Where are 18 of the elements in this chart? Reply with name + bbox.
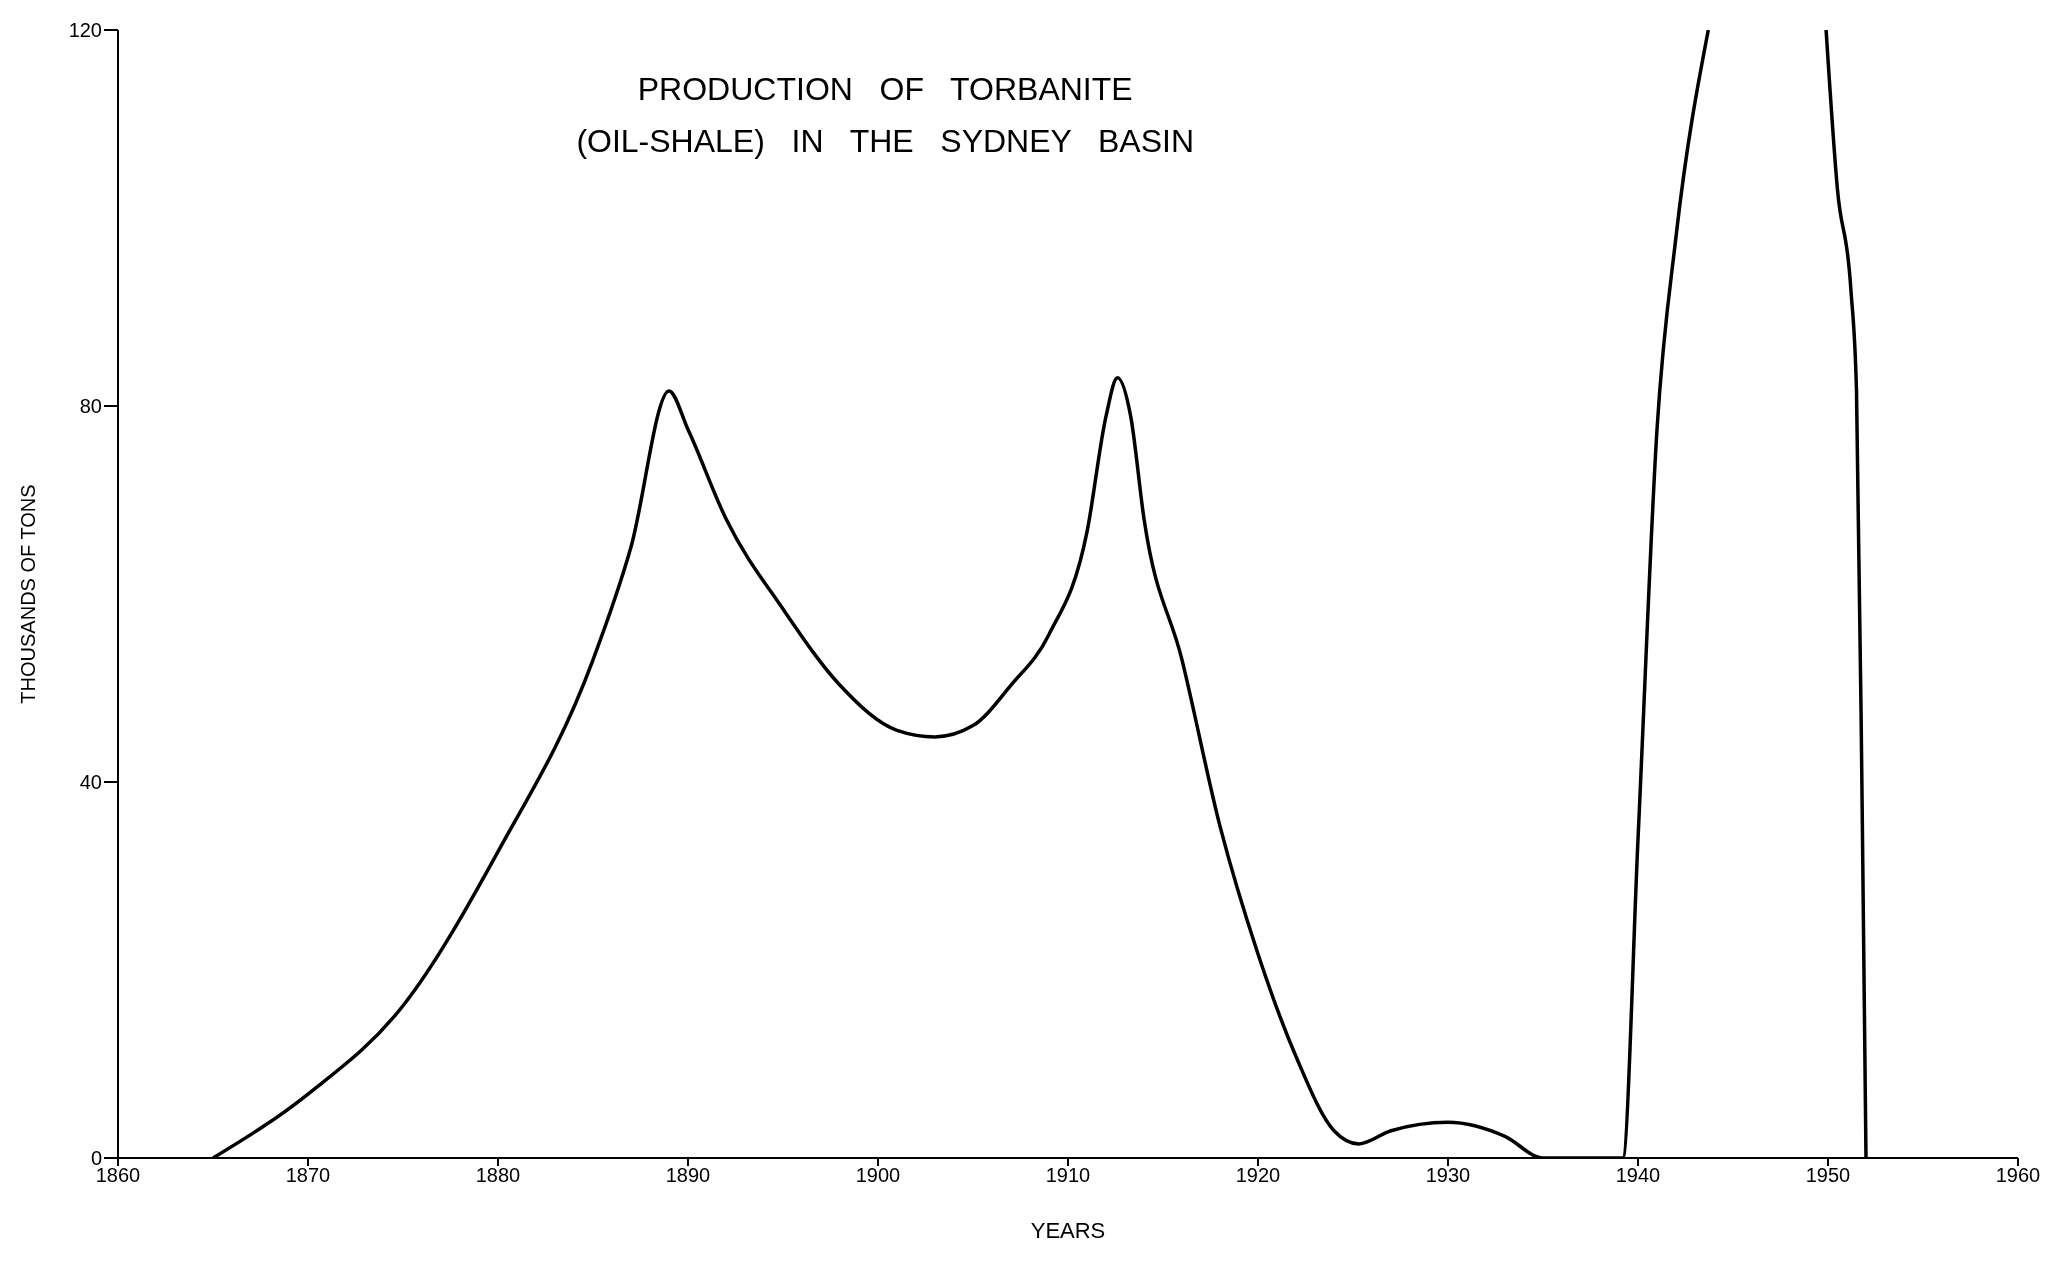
y-axis-title: THOUSANDS OF TONS bbox=[17, 484, 40, 704]
x-tick-label: 1940 bbox=[1615, 1164, 1661, 1187]
text: PRODUCTION OF TORBANITE bbox=[636, 70, 1134, 109]
text: (OIL-SHALE) IN THE SYDNEY BASIN bbox=[575, 122, 1195, 161]
x-tick-label: 1890 bbox=[665, 1164, 711, 1187]
x-tick-label: 1870 bbox=[285, 1164, 331, 1187]
x-tick-label: 1910 bbox=[1045, 1164, 1091, 1187]
x-tick-label: 1950 bbox=[1805, 1164, 1851, 1187]
x-tick-label: 1930 bbox=[1425, 1164, 1471, 1187]
x-tick-label: 1880 bbox=[475, 1164, 521, 1187]
y-tick-label: 120 bbox=[68, 19, 102, 42]
x-tick-label: 1920 bbox=[1235, 1164, 1281, 1187]
x-tick-label: 1960 bbox=[1995, 1164, 2041, 1187]
y-tick-label: 80 bbox=[79, 395, 102, 418]
x-tick-label: 1900 bbox=[855, 1164, 901, 1187]
x-axis-title: YEARS bbox=[1030, 1218, 1106, 1243]
x-tick-label: 1860 bbox=[95, 1164, 141, 1187]
y-tick-label: 40 bbox=[79, 771, 102, 794]
